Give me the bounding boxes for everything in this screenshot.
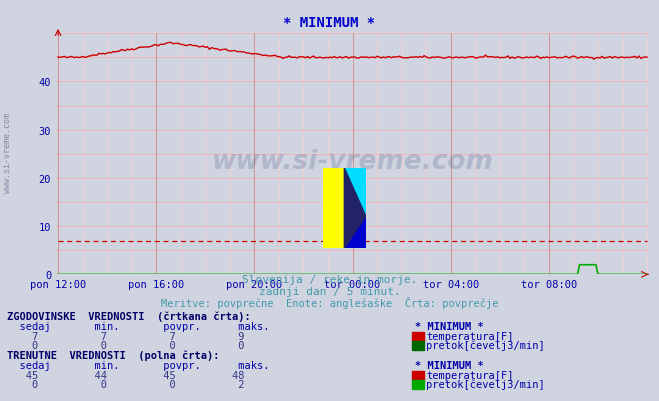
Text: www.si-vreme.com: www.si-vreme.com (3, 112, 13, 192)
Text: 7          7          7          9: 7 7 7 9 (7, 331, 244, 341)
Text: * MINIMUM *: * MINIMUM * (415, 322, 484, 332)
Text: sedaj       min.       povpr.      maks.: sedaj min. povpr. maks. (7, 360, 269, 370)
Text: 0          0          0          0: 0 0 0 0 (7, 340, 244, 350)
Polygon shape (344, 217, 366, 249)
Text: temperatura[F]: temperatura[F] (426, 331, 514, 341)
Text: * MINIMUM *: * MINIMUM * (283, 16, 376, 30)
Text: * MINIMUM *: * MINIMUM * (415, 360, 484, 370)
Text: pretok[čevelj3/min]: pretok[čevelj3/min] (426, 379, 545, 389)
Text: Meritve: povprečne  Enote: anglešaške  Črta: povprečje: Meritve: povprečne Enote: anglešaške Črt… (161, 296, 498, 308)
Text: TRENUTNE  VREDNOSTI  (polna črta):: TRENUTNE VREDNOSTI (polna črta): (7, 349, 219, 360)
Polygon shape (344, 168, 366, 217)
Text: www.si-vreme.com: www.si-vreme.com (212, 149, 494, 174)
Text: pretok[čevelj3/min]: pretok[čevelj3/min] (426, 339, 545, 350)
Text: temperatura[F]: temperatura[F] (426, 370, 514, 380)
Polygon shape (344, 168, 366, 249)
Text: 45         44         45         48: 45 44 45 48 (7, 370, 244, 380)
Text: sedaj       min.       povpr.      maks.: sedaj min. povpr. maks. (7, 322, 269, 332)
Text: Slovenija / reke in morje.: Slovenija / reke in morje. (242, 275, 417, 285)
Bar (323, 168, 344, 249)
Text: 0          0          0          2: 0 0 0 2 (7, 379, 244, 389)
Text: zadnji dan / 5 minut.: zadnji dan / 5 minut. (258, 287, 401, 297)
Text: ZGODOVINSKE  VREDNOSTI  (črtkana črta):: ZGODOVINSKE VREDNOSTI (črtkana črta): (7, 310, 250, 321)
